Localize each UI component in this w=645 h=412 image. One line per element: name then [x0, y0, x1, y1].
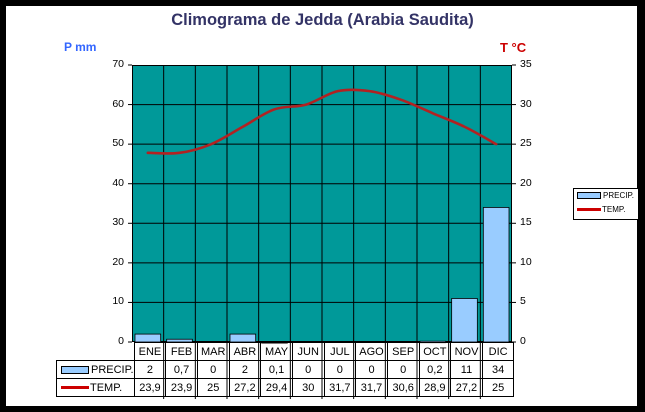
left-tick-label: 20	[112, 255, 124, 268]
month-header: OCT	[418, 342, 452, 361]
precip-bar	[451, 298, 478, 343]
month-header: AGO	[355, 342, 388, 361]
left-axis-label: P mm	[64, 40, 97, 54]
month-header: SEP	[386, 342, 420, 361]
month-header: ENE	[133, 342, 167, 361]
right-tick-label: 15	[520, 216, 532, 229]
right-axis-label: T °C	[500, 40, 527, 55]
temp-cell: 27,2	[228, 378, 262, 397]
month-header: MAR	[196, 342, 230, 361]
precip-row-label: PRECIP.	[56, 360, 135, 379]
temp-cell: 27,2	[450, 378, 483, 397]
precip-cell: 0,1	[260, 360, 293, 379]
precip-bar	[482, 207, 510, 343]
precip-cell: 0	[323, 360, 357, 379]
precip-cell: 11	[450, 360, 483, 379]
temp-cell: 31,7	[355, 378, 388, 397]
month-header: NOV	[450, 342, 483, 361]
left-tick-label: 70	[112, 58, 124, 70]
temp-cell: 23,9	[133, 378, 167, 397]
right-tick-label: 5	[520, 295, 526, 308]
legend-item-precip: PRECIP.	[574, 189, 638, 203]
month-header: ABR	[228, 342, 262, 361]
precip-cell: 34	[481, 360, 515, 379]
table-row-precip: PRECIP. 2 0,7 0 2 0,1 0 0 0 0 0,2 11 34	[56, 360, 515, 379]
temp-cell: 25	[196, 378, 230, 397]
precip-cell: 2	[133, 360, 167, 379]
left-tick-label: 10	[112, 295, 124, 308]
precip-cell: 0	[355, 360, 388, 379]
temp-cell: 31,7	[323, 378, 357, 397]
left-tick-label: 50	[112, 137, 124, 150]
month-header: MAY	[260, 342, 293, 361]
temp-line	[146, 88, 498, 155]
temp-cell: 30,6	[386, 378, 420, 397]
precip-cell: 0	[386, 360, 420, 379]
temp-legend-icon	[577, 208, 601, 212]
month-header: FEB	[165, 342, 198, 361]
temp-cell: 29,4	[260, 378, 293, 397]
precip-cell: 0,2	[418, 360, 452, 379]
right-tick-label: 35	[520, 58, 532, 70]
precip-swatch-icon	[61, 365, 89, 374]
table-header-row: ENE FEB MAR ABR MAY JUN JUL AGO SEP OCT NOV DIC	[57, 342, 515, 361]
precip-cell: 0	[196, 360, 230, 379]
right-tick-label: 20	[520, 176, 532, 189]
temp-row-label: TEMP.	[56, 378, 135, 397]
left-tick-label: 40	[112, 176, 124, 189]
right-tick-label: 30	[520, 97, 532, 110]
precip-bars	[134, 207, 510, 344]
chart-legend: PRECIP. TEMP.	[573, 188, 639, 220]
table-row-temp: TEMP. 23,9 23,9 25 27,2 29,4 30 31,7 31,7 30,6 28…	[56, 378, 515, 397]
right-tick-label: 10	[520, 255, 532, 268]
chart-title: Climograma de Jedda (Arabia Saudita)	[171, 11, 474, 29]
temp-cell: 23,9	[165, 378, 198, 397]
precip-cell: 0	[291, 360, 325, 379]
month-header: JUL	[323, 342, 357, 361]
right-tick-label: 25	[520, 137, 532, 150]
month-header: DIC	[481, 342, 515, 361]
left-tick-label: 0	[118, 335, 124, 347]
precip-legend-icon	[577, 192, 601, 200]
temp-cell: 28,9	[418, 378, 452, 397]
temp-cell: 30	[291, 378, 325, 397]
precip-cell: 0,7	[165, 360, 198, 379]
data-table: ENE FEB MAR ABR MAY JUN JUL AGO SEP OCT NOV DIC PRE…	[56, 342, 515, 397]
left-tick-label: 30	[112, 216, 124, 229]
precip-cell: 2	[228, 360, 262, 379]
left-tick-label: 60	[112, 97, 124, 110]
temp-swatch-icon	[61, 386, 89, 390]
legend-item-temp: TEMP.	[574, 203, 638, 217]
right-tick-label: 0	[520, 335, 526, 347]
month-header: JUN	[291, 342, 325, 361]
precip-bar	[229, 333, 257, 343]
temp-cell: 25	[481, 378, 515, 397]
precip-bar	[134, 333, 162, 343]
